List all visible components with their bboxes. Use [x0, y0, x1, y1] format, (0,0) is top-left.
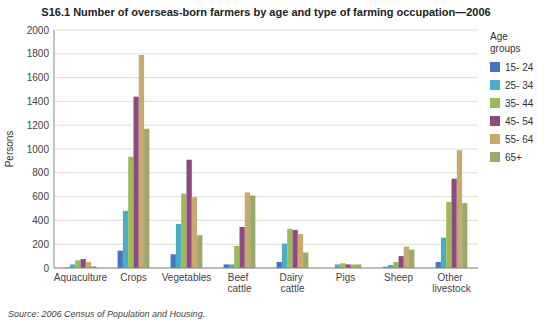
x-tick-label: Crops — [120, 272, 147, 283]
bar — [176, 224, 181, 268]
x-tick-label: Pigs — [336, 272, 355, 283]
y-tick-label: 200 — [32, 239, 49, 250]
bar — [293, 230, 298, 268]
grid-line — [54, 172, 478, 173]
legend-title: Agegroups — [490, 31, 521, 54]
bar — [462, 203, 467, 268]
legend-swatch — [490, 134, 500, 144]
legend: Agegroups 15- 24 25- 34 35- 44 45- 54 55- 64 6… — [490, 31, 534, 163]
legend-swatch — [490, 62, 500, 72]
bar — [224, 264, 229, 268]
grid-line — [54, 196, 478, 197]
bar — [134, 97, 139, 268]
x-tick-label: Sheep — [384, 272, 413, 283]
bar — [303, 253, 308, 268]
bar — [187, 160, 192, 268]
y-tick-label: 1200 — [27, 120, 50, 131]
bar — [86, 262, 91, 268]
bar — [181, 194, 186, 268]
bar — [356, 264, 361, 268]
bar — [457, 150, 462, 268]
bar — [351, 264, 356, 268]
legend-label: 45- 54 — [505, 116, 534, 127]
bar — [245, 192, 250, 268]
x-tick-label: Other livestock — [432, 272, 471, 294]
grid-line — [54, 101, 478, 102]
bar — [81, 259, 86, 268]
y-tick-label: 600 — [32, 191, 49, 202]
bars — [65, 55, 468, 268]
legend-label: 35- 44 — [505, 98, 534, 109]
grid-line — [54, 77, 478, 78]
bar — [287, 229, 292, 268]
bar — [335, 264, 340, 268]
y-tick-label: 2000 — [27, 25, 50, 36]
bar — [340, 263, 345, 268]
legend-label: 15- 24 — [505, 62, 534, 73]
bar — [441, 238, 446, 268]
grid-line — [54, 125, 478, 126]
grid-line — [54, 244, 478, 245]
bar — [171, 254, 176, 268]
bar — [446, 202, 451, 268]
bar — [75, 260, 80, 268]
legend-label: 65+ — [505, 152, 522, 163]
y-tick-label: 1000 — [27, 144, 50, 155]
bar — [229, 264, 234, 268]
source-note: Source: 2006 Census of Population and Ho… — [8, 309, 205, 319]
y-tick-label: 0 — [43, 263, 49, 274]
bar — [128, 157, 133, 268]
grid-line — [54, 53, 478, 54]
x-tick-label: Beef cattle — [228, 272, 252, 294]
grid-line — [54, 30, 478, 31]
bar — [404, 247, 409, 268]
x-tick-label: Vegetables — [162, 272, 212, 283]
x-tick-label: Aquaculture — [54, 272, 108, 283]
bar — [197, 235, 202, 268]
bar — [144, 129, 149, 268]
bar — [118, 251, 123, 268]
legend-swatch — [490, 98, 500, 108]
bar — [240, 227, 245, 268]
bar — [393, 262, 398, 268]
bar — [123, 211, 128, 268]
bar — [346, 264, 351, 268]
bar — [234, 246, 239, 268]
bar — [192, 197, 197, 268]
x-tick-label: Dairy cattle — [279, 272, 305, 294]
legend-swatch — [490, 116, 500, 126]
bar — [409, 250, 414, 268]
y-axis-label: Persons — [4, 131, 15, 168]
title: S16.1 Number of overseas-born farmers by… — [41, 6, 490, 18]
y-tick-label: 1600 — [27, 72, 50, 83]
grid-line — [54, 268, 478, 269]
bar — [436, 262, 441, 268]
bar — [277, 262, 282, 268]
legend-swatch — [490, 152, 500, 162]
bar — [282, 244, 287, 268]
chart: S16.1 Number of overseas-born farmers by… — [0, 0, 553, 323]
y-tick-label: 1800 — [27, 48, 50, 59]
legend-label: 55- 64 — [505, 134, 534, 145]
grid-line — [54, 149, 478, 150]
y-tick-label: 800 — [32, 167, 49, 178]
legend-label: 25- 34 — [505, 80, 534, 91]
bar — [452, 179, 457, 268]
bar — [399, 256, 404, 268]
x-axis-line — [54, 268, 478, 269]
grid-line — [54, 220, 478, 221]
y-axis-line — [54, 30, 55, 268]
bar — [250, 195, 255, 268]
legend-swatch — [490, 80, 500, 90]
bar — [70, 264, 75, 268]
bar — [298, 234, 303, 268]
y-tick-label: 1400 — [27, 96, 50, 107]
y-tick-label: 400 — [32, 215, 49, 226]
bar — [139, 55, 144, 268]
